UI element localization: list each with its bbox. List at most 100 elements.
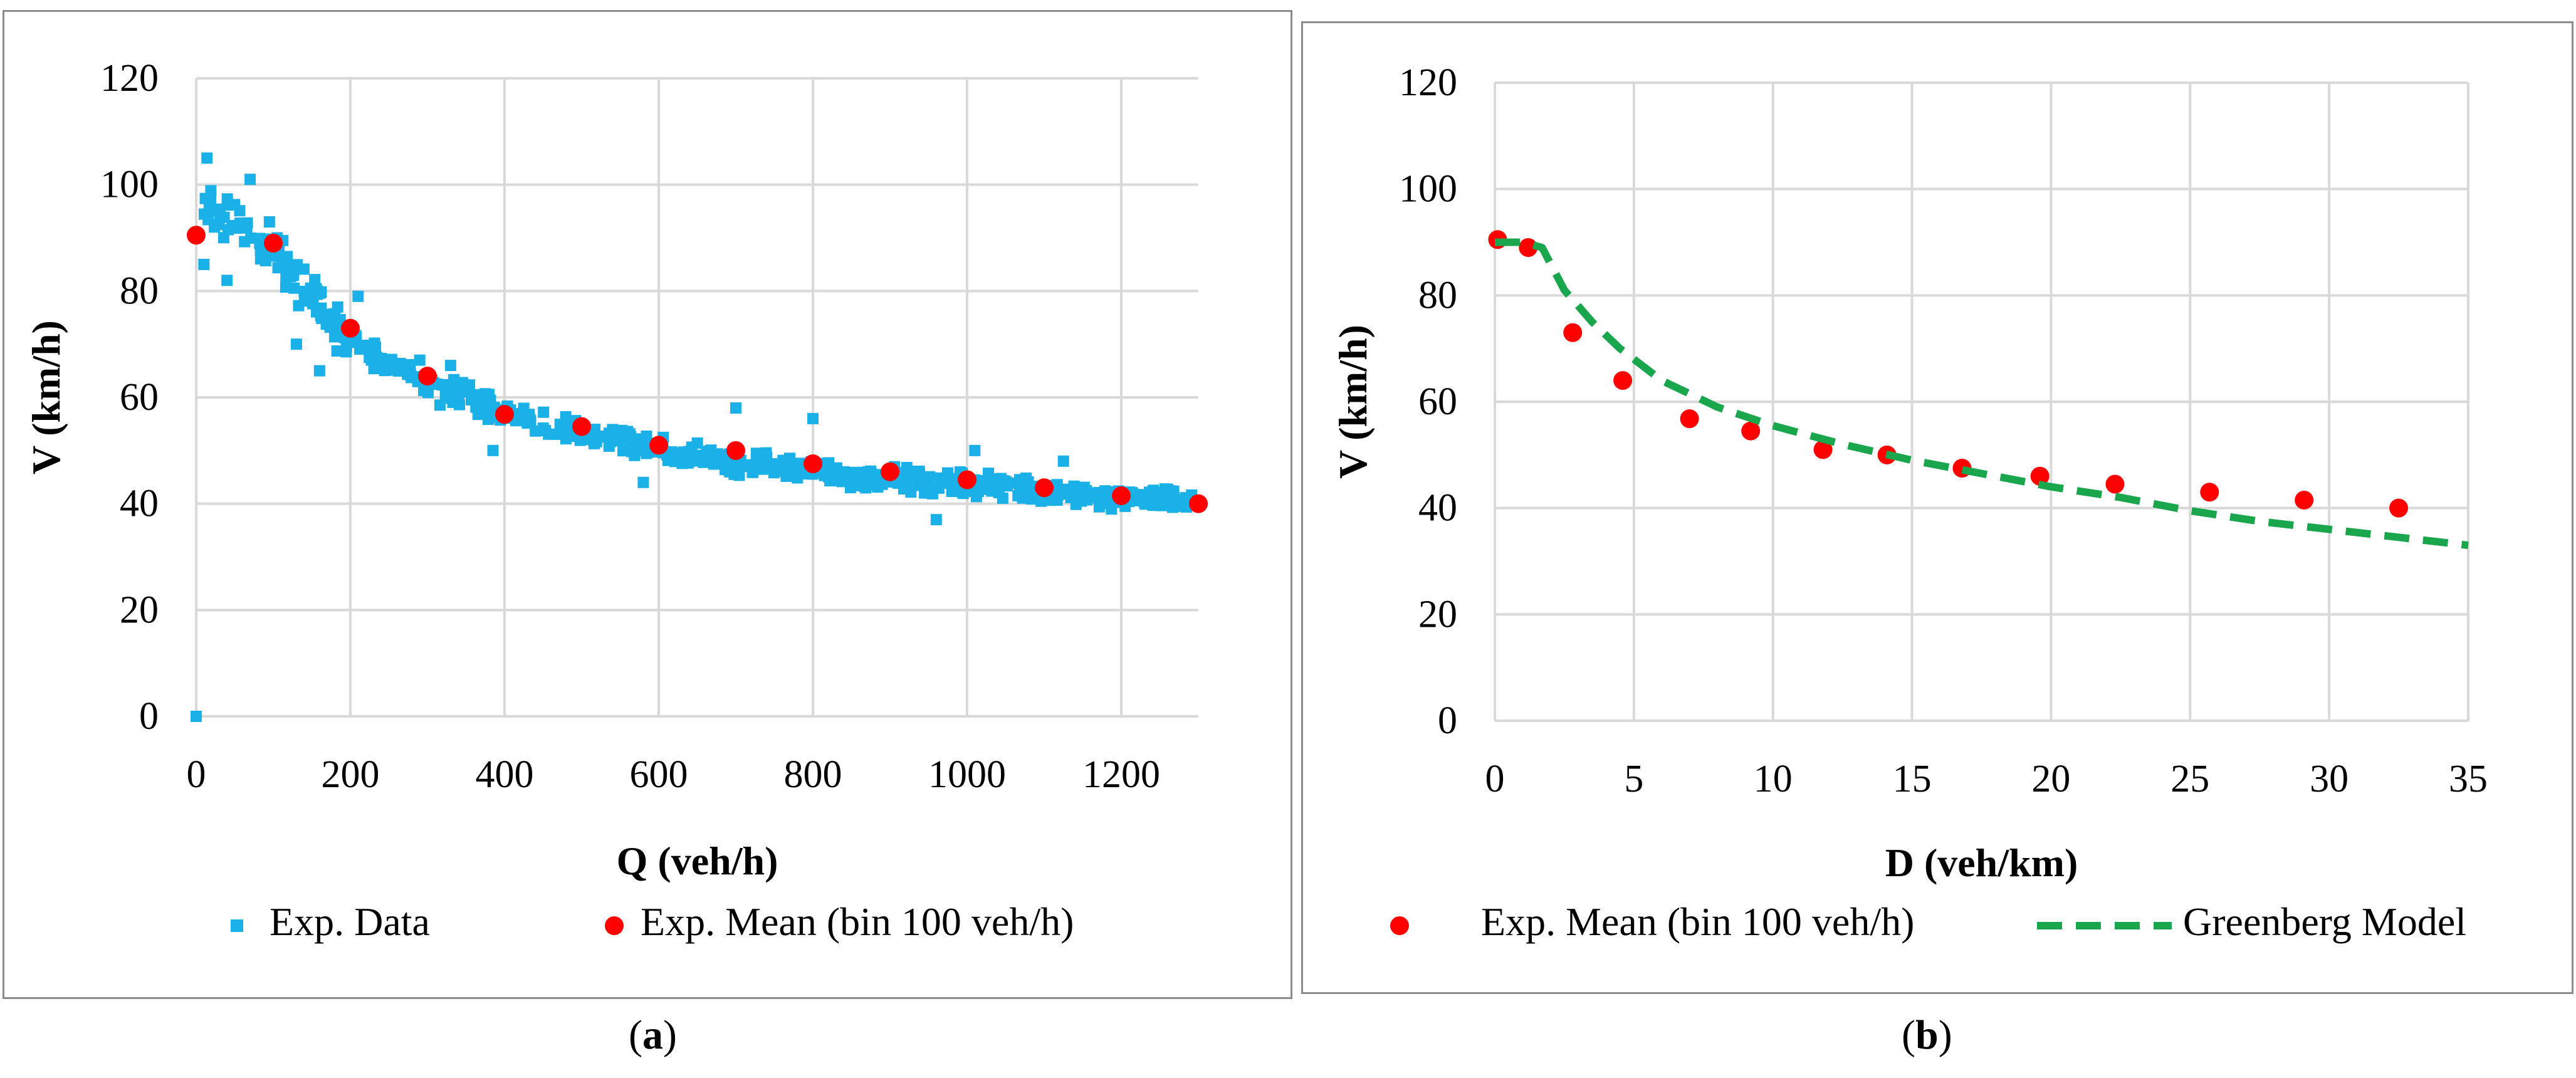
xtick-label: 1000 (928, 753, 1006, 796)
data-point (453, 392, 464, 404)
data-point (555, 419, 567, 431)
data-point (664, 449, 676, 461)
mean-point (1680, 409, 1699, 429)
data-point (626, 446, 637, 458)
mean-point (1519, 238, 1538, 257)
data-point (254, 233, 266, 244)
data-point (239, 236, 251, 248)
data-point (315, 286, 327, 298)
data-point (780, 470, 792, 482)
data-point (349, 336, 361, 348)
data-point (641, 430, 652, 442)
mean-point (341, 318, 360, 338)
data-point (422, 387, 434, 399)
data-point (209, 221, 221, 233)
xtick-label: 0 (187, 753, 206, 796)
mean-point (2030, 466, 2050, 486)
legend-marker-exp-mean (1390, 916, 1409, 935)
data-point (684, 446, 696, 458)
data-point (560, 411, 572, 422)
legend-label-exp-mean: Exp. Mean (bin 100 veh/h) (641, 899, 1074, 944)
xtick-label: 800 (784, 753, 842, 796)
data-point (1000, 476, 1012, 488)
data-point (1161, 496, 1173, 508)
mean-point (881, 462, 899, 481)
ytick-label: 20 (1418, 593, 1457, 636)
data-point (444, 360, 456, 372)
ytick-label: 40 (120, 483, 159, 525)
ytick-label: 60 (1418, 380, 1457, 423)
data-point (1057, 455, 1069, 467)
mean-point (1813, 440, 1833, 459)
data-point (974, 474, 986, 486)
xtick-label: 400 (476, 753, 534, 796)
x-axis-title: Q (veh/h) (617, 839, 778, 883)
data-point (275, 254, 287, 266)
data-point (914, 468, 926, 480)
data-point (1097, 493, 1109, 505)
mean-point (1035, 478, 1054, 498)
data-point (204, 194, 216, 206)
xtick-label: 1200 (1082, 753, 1160, 796)
data-point (750, 447, 762, 459)
caption-a: (a) (629, 1012, 677, 1059)
xtick-label: 30 (2310, 758, 2348, 800)
data-point (1179, 501, 1191, 513)
legend-label-greenberg: Greenberg Model (2183, 899, 2466, 944)
data-point (221, 275, 233, 286)
data-point (290, 338, 302, 350)
data-point (244, 174, 256, 186)
y-axis-title: V (km/h) (24, 320, 68, 474)
mean-point (958, 470, 976, 489)
data-point (323, 316, 335, 328)
data-point (760, 447, 772, 459)
data-point (768, 467, 780, 479)
mean-point (2295, 490, 2314, 510)
data-point (309, 274, 321, 286)
caption-a-letter: a (642, 1012, 663, 1058)
data-point (258, 249, 270, 261)
xtick-label: 200 (322, 753, 380, 796)
xtick-label: 15 (1893, 758, 1932, 800)
mean-point (2389, 498, 2409, 518)
mean-point (1112, 486, 1131, 505)
data-point (263, 216, 275, 228)
data-point (543, 428, 555, 440)
data-point (849, 476, 861, 488)
ytick-label: 120 (1399, 61, 1457, 104)
data-point (340, 346, 352, 358)
mean-point (649, 436, 668, 455)
data-point (448, 382, 460, 394)
data-point (218, 211, 230, 223)
data-point (641, 447, 652, 459)
data-point (298, 263, 310, 275)
data-point (328, 331, 340, 343)
xtick-label: 600 (630, 753, 688, 796)
ytick-label: 120 (100, 57, 159, 100)
data-point (629, 435, 641, 447)
data-point (414, 354, 426, 366)
data-point (474, 389, 486, 401)
mean-point (1613, 371, 1633, 390)
data-point (1138, 496, 1150, 508)
legend-label-exp-data: Exp. Data (270, 899, 430, 944)
legend-label-exp-mean: Exp. Mean (bin 100 veh/h) (1481, 899, 1914, 944)
ytick-label: 100 (1399, 168, 1457, 211)
model-line (1495, 238, 2469, 550)
caption-b-close: ) (1938, 1012, 1952, 1058)
xtick-label: 0 (1485, 758, 1505, 800)
ytick-label: 80 (1418, 274, 1457, 317)
ytick-label: 100 (100, 164, 159, 206)
x-axis-title: D (veh/km) (1885, 840, 2078, 885)
mean-point (2200, 483, 2219, 502)
data-point (969, 444, 981, 456)
data-point (487, 444, 499, 456)
caption-b-letter: b (1915, 1012, 1939, 1058)
data-point (1015, 481, 1027, 493)
data-point (945, 473, 956, 485)
y-axis-title: V (km/h) (1331, 325, 1375, 479)
data-point (310, 306, 322, 318)
data-point (393, 365, 405, 377)
ytick-label: 0 (1438, 699, 1457, 742)
